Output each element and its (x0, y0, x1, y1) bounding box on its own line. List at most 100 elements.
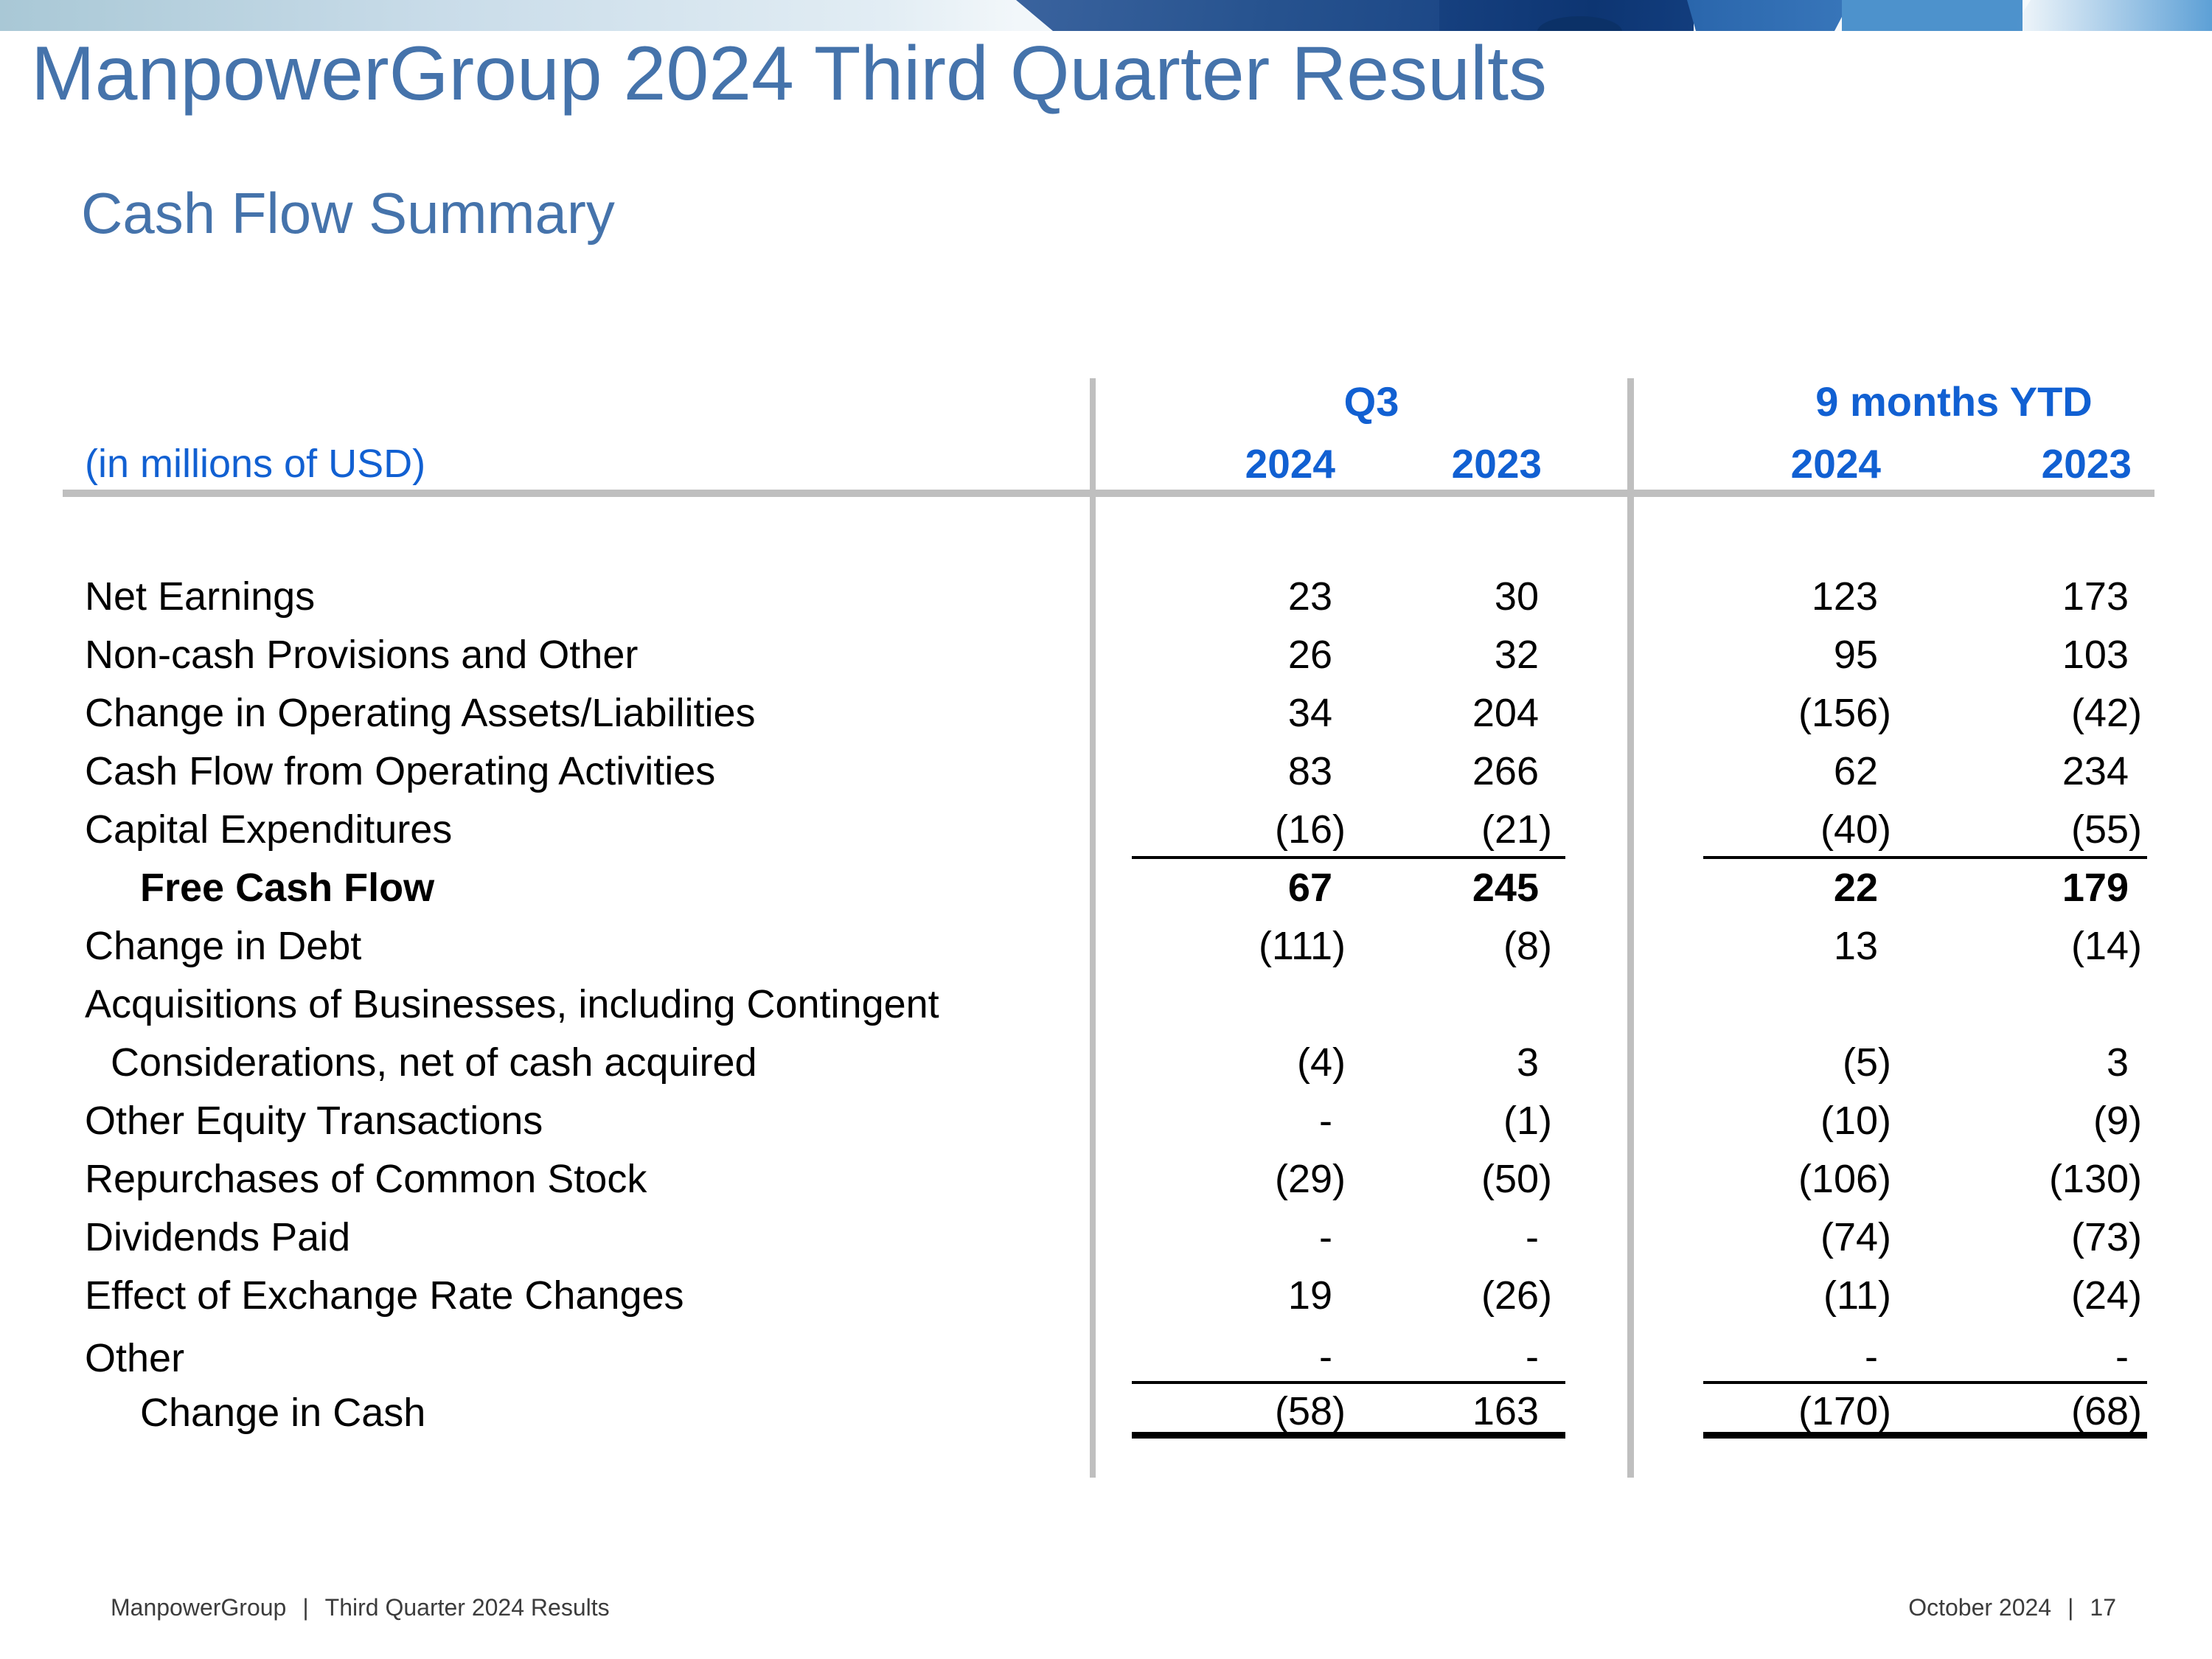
row-label: Repurchases of Common Stock (85, 1157, 647, 1201)
table-row: Dividends Paid - - (74) (73) (0, 1208, 2212, 1267)
table-row: Acquisitions of Businesses, including Co… (0, 975, 2212, 1092)
row-label: Change in Debt (85, 924, 362, 968)
cell-value: (58) (1274, 1389, 1346, 1433)
cell-value: 234 (2062, 749, 2129, 793)
cell-value: 245 (1472, 866, 1539, 910)
banner-shape-circle (1537, 16, 1622, 31)
cell-value: (50) (1481, 1157, 1552, 1201)
cell-value: 23 (1287, 574, 1332, 619)
cell-value: 3 (1516, 1040, 1539, 1085)
cell-value: 67 (1287, 866, 1332, 910)
row-label: Net Earnings (85, 574, 316, 619)
row-label: Free Cash Flow (140, 866, 435, 910)
banner-shape-dark-blue (1016, 0, 1458, 31)
cell-value: (24) (2070, 1273, 2142, 1318)
table-row: Free Cash Flow 67 245 22 179 (0, 859, 2212, 917)
row-label: Other (85, 1336, 185, 1380)
cell-value: - (1526, 1335, 1539, 1379)
top-banner (0, 0, 2212, 31)
cell-value: (26) (1481, 1273, 1552, 1318)
cell-value: 34 (1287, 691, 1332, 735)
table-row: Non-cash Provisions and Other 26 32 95 103 (0, 626, 2212, 684)
table-row: Cash Flow from Operating Activities 83 266… (0, 742, 2212, 801)
total-rule (1132, 856, 1565, 859)
cell-value: (16) (1274, 807, 1346, 852)
cell-value: (8) (1503, 924, 1552, 968)
table-row: Other Equity Transactions - (1) (10) (9) (0, 1092, 2212, 1150)
footer-left: ManpowerGroup | Third Quarter 2024 Results (111, 1591, 610, 1624)
cell-value: (73) (2070, 1215, 2142, 1259)
year-header-ytd-2023: 2023 (2041, 441, 2132, 487)
cell-value: (1) (1503, 1099, 1552, 1143)
header-underline (63, 490, 2154, 497)
units-label: (in millions of USD) (85, 442, 426, 486)
table-row: Change in Operating Assets/Liabilities 34… (0, 684, 2212, 742)
row-label: Capital Expenditures (85, 807, 453, 852)
cell-value: 62 (1833, 749, 1878, 793)
cell-value: (40) (1820, 807, 1891, 852)
footer-page-number: 17 (2090, 1594, 2116, 1621)
cell-value: - (2115, 1335, 2129, 1379)
cell-value: 266 (1472, 749, 1539, 793)
slide-footer: ManpowerGroup | Third Quarter 2024 Results… (0, 1591, 2212, 1624)
banner-shape-right-blue (2011, 0, 2212, 31)
cell-value: 123 (1811, 574, 1878, 619)
cell-value: (11) (1823, 1273, 1891, 1318)
cell-value: - (1319, 1215, 1332, 1259)
row-label: Change in Cash (140, 1391, 426, 1435)
row-label-line2: Considerations, net of cash acquired (111, 1040, 757, 1085)
cell-value: 163 (1472, 1389, 1539, 1433)
total-rule (1132, 1381, 1565, 1384)
slide-title: ManpowerGroup 2024 Third Quarter Results (31, 31, 1547, 116)
cell-value: 103 (2062, 633, 2129, 677)
table-row: Net Earnings 23 30 123 173 (0, 568, 2212, 626)
row-label: Dividends Paid (85, 1215, 351, 1259)
cell-value: (130) (2048, 1157, 2142, 1201)
total-rule-thick (1703, 1432, 2147, 1439)
cell-value: (42) (2070, 691, 2142, 735)
table-row: Capital Expenditures (16) (21) (40) (55) (0, 801, 2212, 859)
column-group-q3: Q3 (1343, 378, 1399, 425)
cell-value: 26 (1287, 633, 1332, 677)
total-rule (1703, 856, 2147, 859)
cell-value: 19 (1287, 1273, 1332, 1318)
footer-left-text: Third Quarter 2024 Results (324, 1594, 610, 1621)
total-rule (1703, 1381, 2147, 1384)
cell-value: - (1865, 1335, 1878, 1379)
cell-value: (74) (1820, 1215, 1891, 1259)
footer-separator: | (2067, 1594, 2074, 1621)
cell-value: 22 (1833, 866, 1878, 910)
table-row: Change in Cash (58) 163 (170) (68) (0, 1384, 2212, 1439)
cell-value: 83 (1287, 749, 1332, 793)
cell-value: (156) (1798, 691, 1891, 735)
cell-value: (4) (1297, 1040, 1346, 1085)
cell-value: (5) (1843, 1040, 1891, 1085)
table-row: Effect of Exchange Rate Changes 19 (26) (11… (0, 1267, 2212, 1325)
year-header-ytd-2024: 2024 (1790, 441, 1881, 487)
cell-value: (106) (1798, 1157, 1891, 1201)
footer-brand: ManpowerGroup (111, 1594, 287, 1621)
cell-value: 95 (1833, 633, 1878, 677)
cell-value: - (1319, 1099, 1332, 1143)
cell-value: (29) (1274, 1157, 1346, 1201)
cell-value: 32 (1494, 633, 1539, 677)
row-label: Effect of Exchange Rate Changes (85, 1273, 684, 1318)
cell-value: 179 (2062, 866, 2129, 910)
table-row: Repurchases of Common Stock (29) (50) (106)… (0, 1150, 2212, 1208)
cell-value: (9) (2093, 1099, 2142, 1143)
row-label: Other Equity Transactions (85, 1099, 543, 1143)
column-group-ytd: 9 months YTD (1815, 378, 2093, 425)
cell-value: (10) (1820, 1099, 1891, 1143)
cell-value: (170) (1798, 1389, 1891, 1433)
banner-shape-medium-blue (1687, 0, 1851, 31)
cell-value: 13 (1833, 924, 1878, 968)
year-header-q3-2023: 2023 (1451, 441, 1542, 487)
cell-value: - (1319, 1335, 1332, 1379)
cell-value: 204 (1472, 691, 1539, 735)
table-row: Other - - - - (0, 1329, 2212, 1384)
row-label: Acquisitions of Businesses, including Co… (85, 982, 939, 1026)
cell-value: 173 (2062, 574, 2129, 619)
slide-subtitle: Cash Flow Summary (81, 181, 615, 246)
cell-value: 3 (2106, 1040, 2129, 1085)
cell-value: (111) (1258, 924, 1346, 968)
